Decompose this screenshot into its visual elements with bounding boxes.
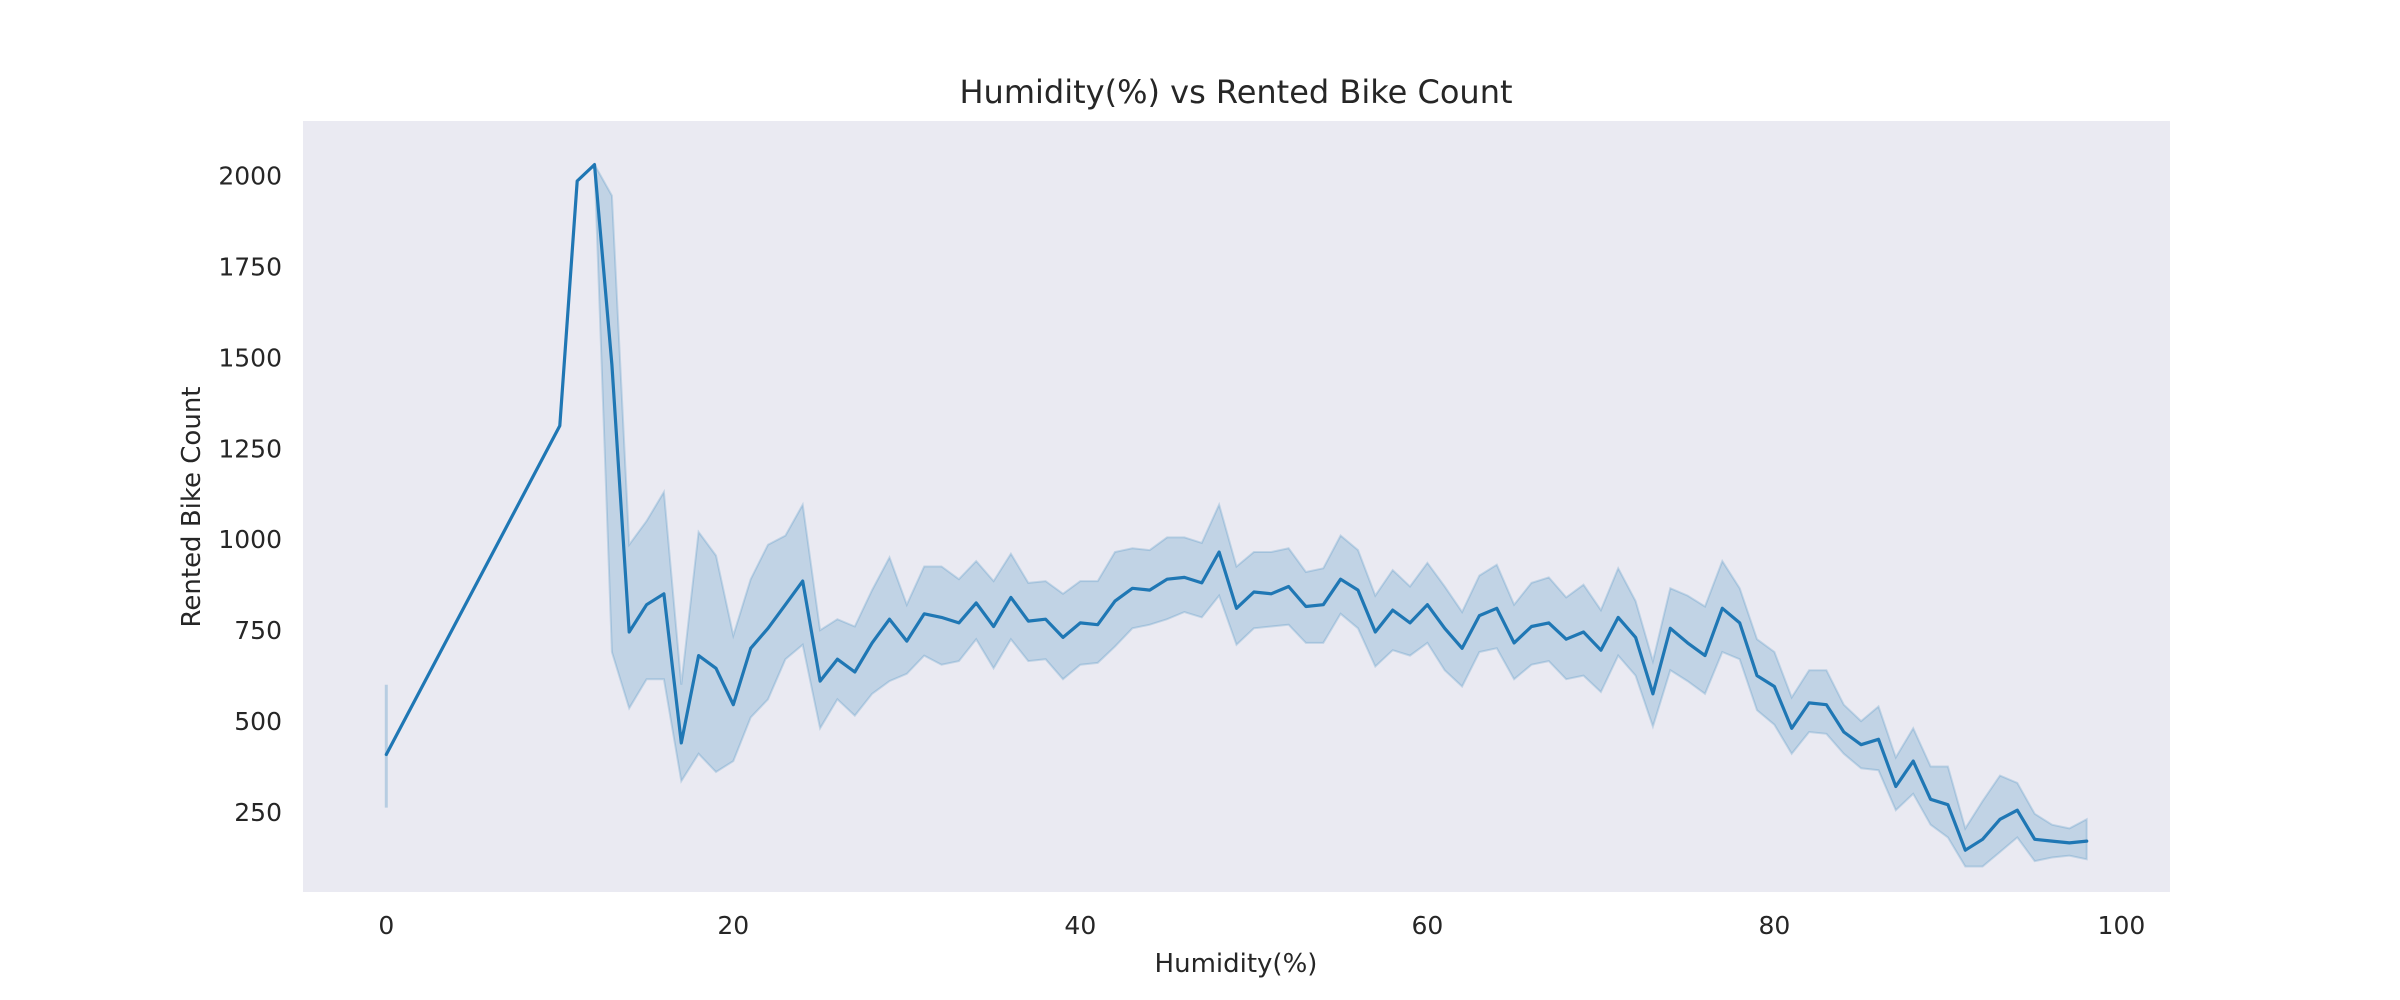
y-tick-label: 500 [234, 707, 282, 736]
y-tick-label: 2000 [218, 162, 282, 191]
chart-title: Humidity(%) vs Rented Bike Count [959, 73, 1512, 111]
x-tick-label: 100 [2098, 911, 2146, 940]
x-axis-ticks: 0 20 40 60 80 100 [378, 911, 2145, 940]
x-tick-label: 40 [1064, 911, 1096, 940]
x-tick-label: 80 [1758, 911, 1790, 940]
y-tick-label: 1000 [218, 525, 282, 554]
y-tick-label: 1500 [218, 343, 282, 372]
x-tick-label: 60 [1411, 911, 1443, 940]
plot-area [303, 121, 2170, 892]
y-tick-label: 750 [234, 616, 282, 645]
y-axis-ticks: 250 500 750 1000 1250 1500 1750 2000 [218, 162, 282, 827]
y-tick-label: 1250 [218, 434, 282, 463]
x-tick-label: 0 [378, 911, 394, 940]
x-tick-label: 20 [717, 911, 749, 940]
series-line [384, 163, 2089, 852]
y-tick-label: 1750 [218, 252, 282, 281]
y-axis-label: Rented Bike Count [177, 387, 207, 628]
x-axis-label: Humidity(%) [1155, 949, 1318, 979]
y-tick-label: 250 [234, 798, 282, 827]
confidence-band [558, 162, 2088, 868]
confidence-band-layer [384, 162, 2088, 868]
series-line-layer [384, 163, 2089, 852]
